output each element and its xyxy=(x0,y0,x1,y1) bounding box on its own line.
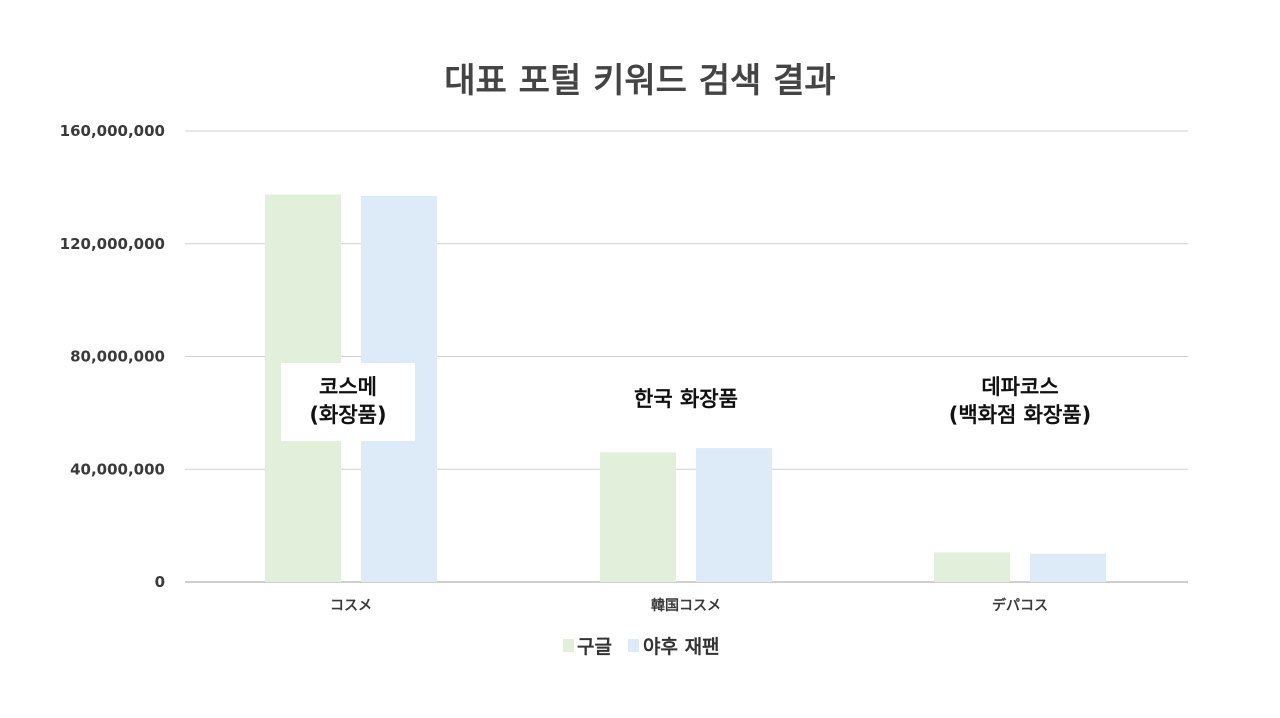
annotation-box xyxy=(281,363,415,441)
x-tick-label: デパコス xyxy=(992,597,1048,614)
y-tick-label: 160,000,000 xyxy=(60,122,165,140)
annotation-label: (화장품) xyxy=(309,403,386,427)
annotation-label: 한국 화장품 xyxy=(634,387,738,411)
legend-swatch-google xyxy=(563,639,574,652)
legend-swatch-yahoo-japan xyxy=(628,639,639,652)
chart-title: 대표 포털 키워드 검색 결과 xyxy=(444,61,835,101)
x-tick-label: コスメ xyxy=(330,598,372,614)
legend-label: 구글 xyxy=(577,636,612,658)
bars xyxy=(265,194,1106,583)
bar-google xyxy=(600,452,676,582)
bar-yahoo-japan xyxy=(1030,553,1106,582)
annotation-label: (백화점 화장품) xyxy=(949,403,1091,427)
legend-label: 야후 재팬 xyxy=(643,636,720,658)
legend: 구글 야후 재팬 xyxy=(563,636,720,658)
annotation-label: 코스메 xyxy=(319,375,377,399)
x-tick-label: 韓国コスメ xyxy=(651,597,721,614)
y-tick-label: 40,000,000 xyxy=(70,460,165,478)
y-tick-label: 120,000,000 xyxy=(60,235,165,253)
x-axis-ticks: コスメ 韓国コスメ デパコス xyxy=(330,597,1048,614)
bar-google xyxy=(934,552,1010,582)
annotations: 코스메 (화장품) 한국 화장품 데파코스 (백화점 화장품) xyxy=(281,363,1091,441)
annotation-label: 데파코스 xyxy=(981,375,1058,399)
gridlines xyxy=(185,130,1188,583)
y-tick-label: 80,000,000 xyxy=(70,348,165,366)
y-tick-label: 0 xyxy=(155,573,165,591)
y-axis-ticks: 0 40,000,000 80,000,000 120,000,000 160,000,… xyxy=(60,122,165,591)
bar-yahoo-japan xyxy=(696,448,772,582)
